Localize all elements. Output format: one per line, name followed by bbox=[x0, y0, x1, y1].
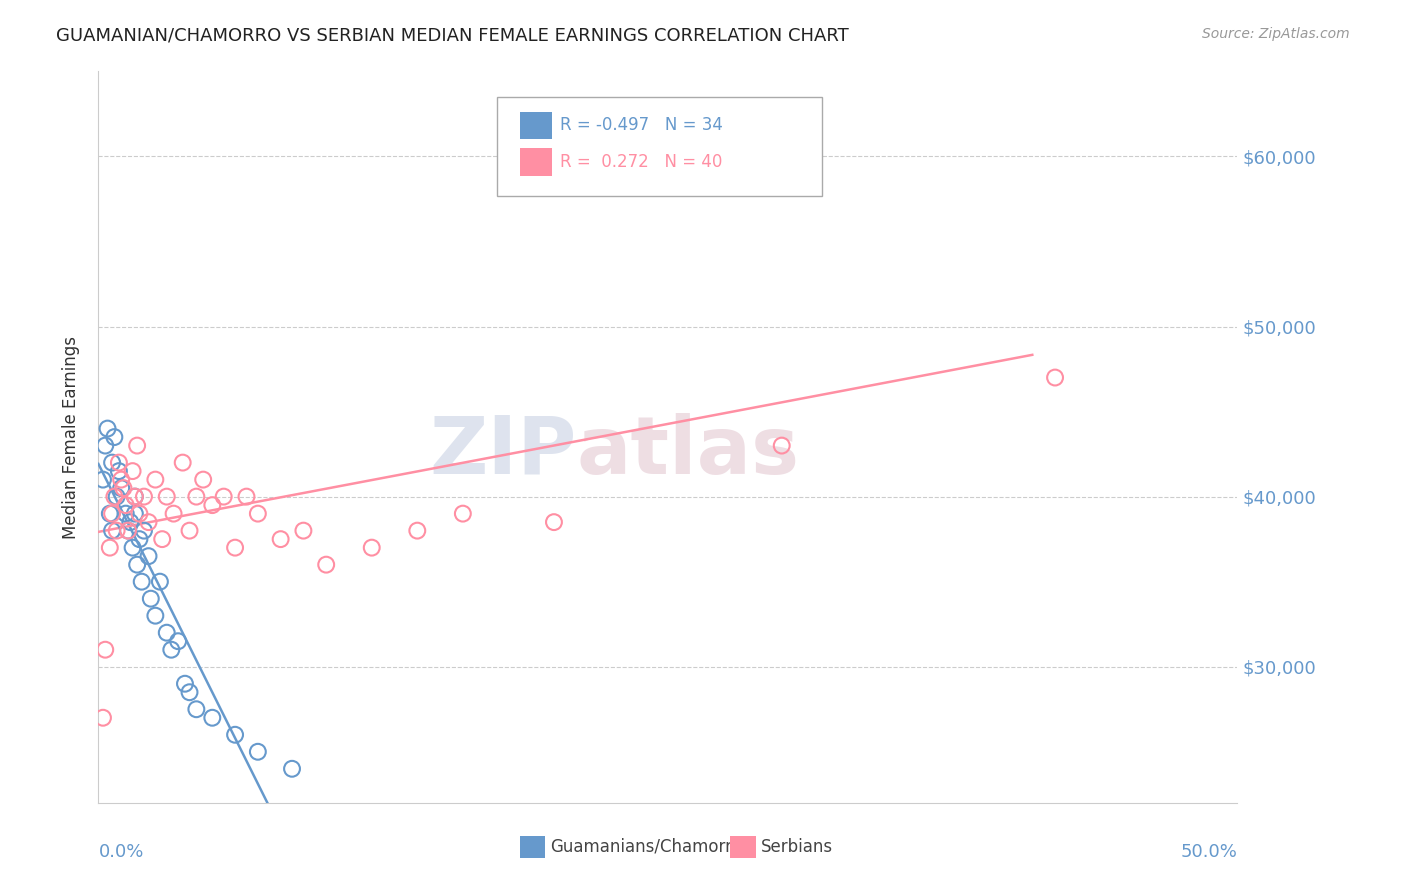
Point bbox=[138, 549, 160, 563]
Point bbox=[212, 490, 235, 504]
Text: Serbians: Serbians bbox=[761, 838, 834, 855]
Point bbox=[270, 532, 292, 546]
Point bbox=[360, 541, 382, 555]
Text: 0.0%: 0.0% bbox=[98, 843, 143, 861]
Point bbox=[121, 541, 143, 555]
Point bbox=[120, 515, 142, 529]
Point bbox=[149, 574, 172, 589]
Text: atlas: atlas bbox=[576, 413, 800, 491]
Point bbox=[114, 498, 136, 512]
Point bbox=[103, 430, 125, 444]
Text: GUAMANIAN/CHAMORRO VS SERBIAN MEDIAN FEMALE EARNINGS CORRELATION CHART: GUAMANIAN/CHAMORRO VS SERBIAN MEDIAN FEM… bbox=[56, 27, 849, 45]
Point bbox=[172, 456, 194, 470]
Point bbox=[186, 490, 208, 504]
Point bbox=[201, 711, 224, 725]
Point bbox=[114, 507, 136, 521]
Text: R =  0.272   N = 40: R = 0.272 N = 40 bbox=[560, 153, 723, 171]
Point bbox=[105, 490, 128, 504]
Point bbox=[292, 524, 315, 538]
Point bbox=[94, 642, 117, 657]
Text: R = -0.497   N = 34: R = -0.497 N = 34 bbox=[560, 117, 723, 135]
Point bbox=[117, 524, 139, 538]
Bar bbox=[520, 148, 551, 176]
Point bbox=[128, 532, 150, 546]
Point bbox=[127, 558, 149, 572]
Point bbox=[101, 456, 124, 470]
Point bbox=[98, 541, 121, 555]
Point bbox=[101, 524, 124, 538]
Point bbox=[145, 473, 167, 487]
Point bbox=[246, 745, 269, 759]
Point bbox=[105, 524, 128, 538]
Point bbox=[132, 490, 155, 504]
Point bbox=[150, 532, 173, 546]
Point bbox=[110, 481, 132, 495]
Point bbox=[451, 507, 474, 521]
Point bbox=[138, 515, 160, 529]
Point bbox=[193, 473, 215, 487]
Point bbox=[98, 507, 121, 521]
Text: Source: ZipAtlas.com: Source: ZipAtlas.com bbox=[1202, 27, 1350, 41]
Point bbox=[110, 473, 132, 487]
Point bbox=[91, 711, 114, 725]
Point bbox=[1043, 370, 1066, 384]
Text: Guamanians/Chamorros: Guamanians/Chamorros bbox=[551, 838, 751, 855]
Point bbox=[156, 625, 179, 640]
Point bbox=[91, 473, 114, 487]
Point bbox=[543, 515, 565, 529]
Point bbox=[235, 490, 257, 504]
Point bbox=[101, 507, 124, 521]
Point bbox=[174, 677, 197, 691]
Point bbox=[103, 490, 125, 504]
Point bbox=[124, 490, 146, 504]
Point bbox=[167, 634, 190, 648]
Point bbox=[162, 507, 184, 521]
Point bbox=[179, 524, 201, 538]
Point bbox=[246, 507, 269, 521]
Point bbox=[224, 541, 246, 555]
Point bbox=[124, 507, 146, 521]
Point bbox=[131, 574, 153, 589]
Bar bbox=[520, 112, 551, 139]
Point bbox=[179, 685, 201, 699]
Point bbox=[112, 481, 135, 495]
Y-axis label: Median Female Earnings: Median Female Earnings bbox=[62, 335, 80, 539]
Point bbox=[186, 702, 208, 716]
Point bbox=[108, 464, 131, 478]
Point bbox=[121, 464, 143, 478]
Point bbox=[160, 642, 183, 657]
FancyBboxPatch shape bbox=[498, 97, 821, 195]
Point bbox=[657, 132, 679, 146]
Point bbox=[770, 439, 793, 453]
Point bbox=[406, 524, 429, 538]
Point bbox=[156, 490, 179, 504]
Point bbox=[127, 439, 149, 453]
Bar bbox=[520, 836, 546, 858]
Text: ZIP: ZIP bbox=[429, 413, 576, 491]
Point bbox=[96, 421, 118, 435]
Point bbox=[124, 490, 146, 504]
Point bbox=[94, 439, 117, 453]
Bar bbox=[731, 836, 755, 858]
Point bbox=[145, 608, 167, 623]
Point bbox=[201, 498, 224, 512]
Point bbox=[132, 524, 155, 538]
Text: 50.0%: 50.0% bbox=[1181, 843, 1237, 861]
Point bbox=[281, 762, 304, 776]
Point bbox=[128, 507, 150, 521]
Point bbox=[315, 558, 337, 572]
Point bbox=[139, 591, 162, 606]
Point bbox=[224, 728, 246, 742]
Point bbox=[117, 524, 139, 538]
Point bbox=[108, 456, 131, 470]
